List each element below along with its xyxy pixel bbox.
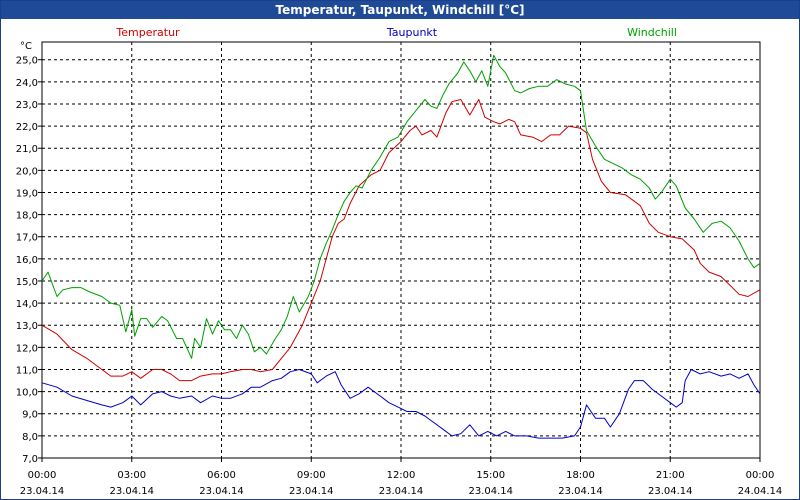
y-tick-label: 20,0 [16,166,38,177]
plot-area [41,41,761,459]
x-tick-date: 23.04.14 [468,486,513,497]
legend-item-windchill: Windchill [627,26,677,39]
x-axis: 00:00 23.04.14 03:00 23.04.14 06:00 23.04.14 0… [20,458,783,497]
series-line-windchill [41,54,761,359]
y-tick-label: 8,0 [22,432,38,443]
series-lines [41,54,761,439]
y-tick-label: 23,0 [16,100,38,111]
x-tick-date: 24.04.14 [738,486,783,497]
y-tick-label: 21,0 [16,144,38,155]
x-tick-date: 23.04.14 [20,486,65,497]
x-tick-time: 00:00 [28,470,57,481]
x-tick-date: 23.04.14 [379,486,424,497]
y-axis-unit: °C [20,41,32,52]
y-tick-label: 17,0 [16,233,38,244]
x-tick-time: 21:00 [656,470,685,481]
x-tick-time: 06:00 [207,470,236,481]
x-tick-time: 12:00 [387,470,416,481]
x-tick-time: 09:00 [297,470,326,481]
series-line-taupunkt [41,369,761,439]
y-tick-label: 24,0 [16,78,38,89]
y-tick-label: 12,0 [16,343,38,354]
y-tick-label: 18,0 [16,211,38,222]
x-tick-time: 15:00 [476,470,505,481]
y-tick-label: 9,0 [22,410,38,421]
y-tick-label: 7,0 [22,454,38,465]
y-tick-label: 13,0 [16,321,38,332]
x-tick-date: 23.04.14 [558,486,603,497]
x-tick-time: 03:00 [117,470,146,481]
y-tick-label: 14,0 [16,299,38,310]
x-tick-time: 18:00 [566,470,595,481]
x-tick-date: 23.04.14 [199,486,244,497]
y-tick-label: 25,0 [16,56,38,67]
y-tick-label: 15,0 [16,277,38,288]
x-tick-time: 00:00 [746,470,775,481]
series-line-temperatur [41,99,761,382]
legend-item-taupunkt: Taupunkt [386,26,438,39]
legend-item-temperatur: Temperatur [115,26,180,39]
chart-title: Temperatur, Taupunkt, Windchill [°C] [1,1,799,19]
y-tick-label: 22,0 [16,122,38,133]
y-axis: 7,0 8,0 9,0 10,0 11,0 12,0 13,0 14,0 15,0 16,0 17,… [16,56,42,465]
y-tick-label: 10,0 [16,388,38,399]
y-tick-label: 19,0 [16,188,38,199]
y-tick-label: 16,0 [16,255,38,266]
legend: Temperatur Taupunkt Windchill [115,26,677,39]
x-tick-date: 23.04.14 [109,486,154,497]
x-tick-date: 23.04.14 [648,486,693,497]
x-tick-date: 23.04.14 [289,486,334,497]
y-tick-label: 11,0 [16,365,38,376]
